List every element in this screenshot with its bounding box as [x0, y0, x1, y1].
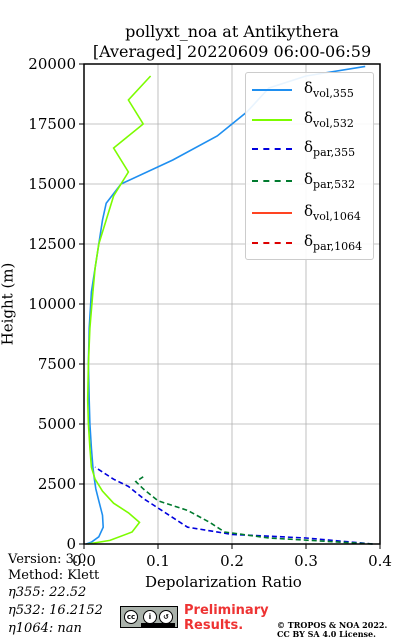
legend-line-par-1064 [252, 242, 292, 244]
y-tick-label: 20000 [28, 55, 76, 73]
legend-label-vol-1064: vol,1064 [313, 210, 361, 223]
series-layer [85, 65, 373, 545]
legend-line-vol-355 [252, 89, 292, 91]
ticks: 0.0 0.1 0.2 0.3 0.4 0 2500 5000 7500 10000 12500 15… [28, 55, 392, 570]
preliminary-line1: Preliminary [184, 603, 269, 618]
legend-line-par-355 [252, 148, 292, 150]
cc-license-badge: cc i ↺ [120, 606, 178, 628]
legend-item-vol-1064: δvol,1064 [252, 198, 372, 226]
series-line-par-532 [134, 476, 373, 545]
copyright-line1: © TROPOS & NOA 2022. [277, 620, 388, 630]
legend-label-vol-532: vol,532 [313, 117, 354, 130]
y-tick-label: 5000 [38, 415, 76, 433]
legend: δvol,355 δvol,532 δpar,355 δpar,532 δvol… [245, 72, 374, 260]
y-tick-label: 10000 [28, 295, 76, 313]
legend-item-vol-355: δvol,355 [252, 75, 372, 103]
legend-symbol: δ [304, 109, 314, 127]
info-eta1064: η1064: nan [8, 621, 82, 636]
copyright-line2: CC BY SA 4.0 License. [277, 629, 376, 639]
info-eta532: η532: 16.2152 [8, 603, 103, 618]
legend-item-par-532: δpar,532 [252, 166, 372, 194]
x-tick-label: 0.3 [294, 552, 318, 570]
y-tick-label: 0 [66, 535, 76, 553]
grid [83, 63, 381, 545]
legend-label-vol-355: vol,355 [313, 87, 354, 100]
legend-symbol: δ [304, 79, 314, 97]
legend-label-par-532: par,532 [313, 178, 356, 191]
legend-symbol: δ [304, 138, 314, 156]
cc-badge-bar [141, 623, 175, 627]
legend-label-par-355: par,355 [313, 146, 356, 159]
legend-label-par-1064: par,1064 [313, 240, 363, 253]
y-tick-label: 15000 [28, 175, 76, 193]
legend-line-vol-532 [252, 119, 292, 121]
x-tick-label: 0.0 [72, 552, 96, 570]
y-tick-label: 2500 [38, 475, 76, 493]
cc-icon: cc [124, 610, 138, 624]
legend-symbol: δ [304, 232, 314, 250]
chart-title-line1: pollyxt_noa at Antikythera [125, 22, 339, 41]
by-icon: i [143, 610, 157, 624]
chart-title-line2: [Averaged] 20220609 06:00-06:59 [92, 42, 372, 61]
y-axis-label: Height (m) [0, 262, 17, 346]
info-method: Method: Klett [8, 568, 100, 583]
info-eta355: η355: 22.52 [8, 585, 87, 600]
legend-item-vol-532: δvol,532 [252, 105, 372, 133]
legend-item-par-1064: δpar,1064 [252, 228, 372, 256]
sa-icon: ↺ [159, 610, 173, 624]
y-tick-label: 7500 [38, 355, 76, 373]
x-axis-label: Depolarization Ratio [145, 573, 302, 591]
series-line-vol-532 [86, 75, 152, 545]
legend-symbol: δ [304, 170, 314, 188]
info-version: Version: 3.0 [8, 552, 87, 567]
y-tick-label: 12500 [28, 235, 76, 253]
series-line-par-355 [94, 466, 373, 545]
y-tick-label: 17500 [28, 115, 76, 133]
legend-symbol: δ [304, 202, 314, 220]
legend-line-vol-1064 [252, 212, 292, 214]
x-tick-label: 0.2 [220, 552, 244, 570]
x-tick-label: 0.4 [368, 552, 392, 570]
preliminary-line2: Results. [184, 618, 244, 633]
x-tick-label: 0.1 [146, 552, 170, 570]
legend-item-par-355: δpar,355 [252, 134, 372, 162]
legend-line-par-532 [252, 180, 292, 182]
